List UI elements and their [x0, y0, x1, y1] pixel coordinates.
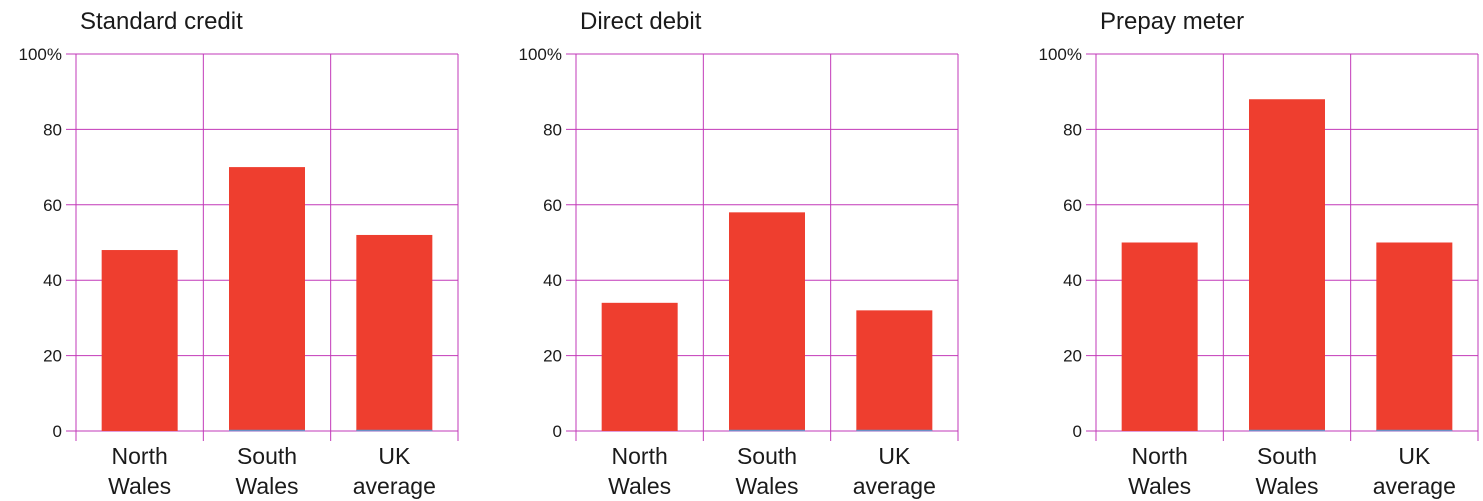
x-category-label: Wales: [108, 473, 171, 499]
chart-panel-prepay-meter: Prepay meter 0 20 40 60 80 100% North Wales Sout…: [1020, 0, 1483, 501]
x-category-label: average: [1373, 473, 1456, 499]
y-tick-label: 80: [543, 120, 562, 139]
chart-prepay-meter: 0 20 40 60 80 100% North Wales South Wales UK avera…: [1039, 45, 1479, 499]
y-tick-label: 80: [1063, 120, 1082, 139]
bar-1: [601, 302, 678, 431]
chart-direct-debit: 0 20 40 60 80 100% North Wales South Wales UK avera…: [519, 45, 959, 499]
bar-3: [356, 234, 433, 431]
y-tick-label: 40: [1063, 271, 1082, 290]
y-tick-label: 40: [543, 271, 562, 290]
y-tick-label: 100%: [1039, 45, 1082, 64]
x-category-label: Wales: [235, 473, 298, 499]
chart-title: Standard credit: [80, 8, 243, 35]
x-category-label: Wales: [608, 473, 671, 499]
x-category-label: UK: [878, 443, 911, 469]
y-tick-label: 0: [553, 422, 562, 441]
y-tick-label: 100%: [519, 45, 562, 64]
y-tick-label: 0: [1073, 422, 1082, 441]
bar-3: [856, 310, 933, 431]
x-category-label: North: [612, 443, 668, 469]
x-category-label: average: [353, 473, 436, 499]
x-category-label: South: [1257, 443, 1317, 469]
bar-2: [229, 167, 305, 431]
chart-panel-direct-debit: Direct debit 0 20 40 60 80 100% North Wales Sout…: [500, 0, 980, 501]
x-category-label: South: [237, 443, 297, 469]
bar-1: [101, 250, 178, 431]
x-category-label: North: [1132, 443, 1188, 469]
x-category-label: UK: [1398, 443, 1431, 469]
x-category-label: UK: [378, 443, 411, 469]
y-tick-label: 60: [1063, 196, 1082, 215]
y-tick-label: 80: [43, 120, 62, 139]
x-category-label: South: [737, 443, 797, 469]
y-tick-label: 20: [1063, 347, 1082, 366]
chart-standard-credit: 0 20 40 60 80 100% North Wales South Wales UK avera…: [19, 45, 459, 499]
y-tick-label: 20: [43, 347, 62, 366]
y-tick-label: 60: [543, 196, 562, 215]
bar-2: [729, 212, 805, 431]
x-category-label: Wales: [1128, 473, 1191, 499]
x-category-label: Wales: [735, 473, 798, 499]
y-tick-label: 0: [53, 422, 62, 441]
y-tick-label: 100%: [19, 45, 62, 64]
x-category-label: average: [853, 473, 936, 499]
x-category-label: North: [112, 443, 168, 469]
bar-3: [1376, 242, 1453, 431]
chart-title: Prepay meter: [1100, 8, 1245, 35]
chart-title: Direct debit: [580, 8, 702, 35]
chart-panel-standard-credit: Standard credit 0 20 40 60 80 100% North Wales S…: [0, 0, 480, 501]
y-tick-label: 40: [43, 271, 62, 290]
y-tick-label: 60: [43, 196, 62, 215]
bar-1: [1121, 242, 1198, 431]
bar-2: [1249, 99, 1325, 432]
y-tick-label: 20: [543, 347, 562, 366]
x-category-label: Wales: [1255, 473, 1318, 499]
